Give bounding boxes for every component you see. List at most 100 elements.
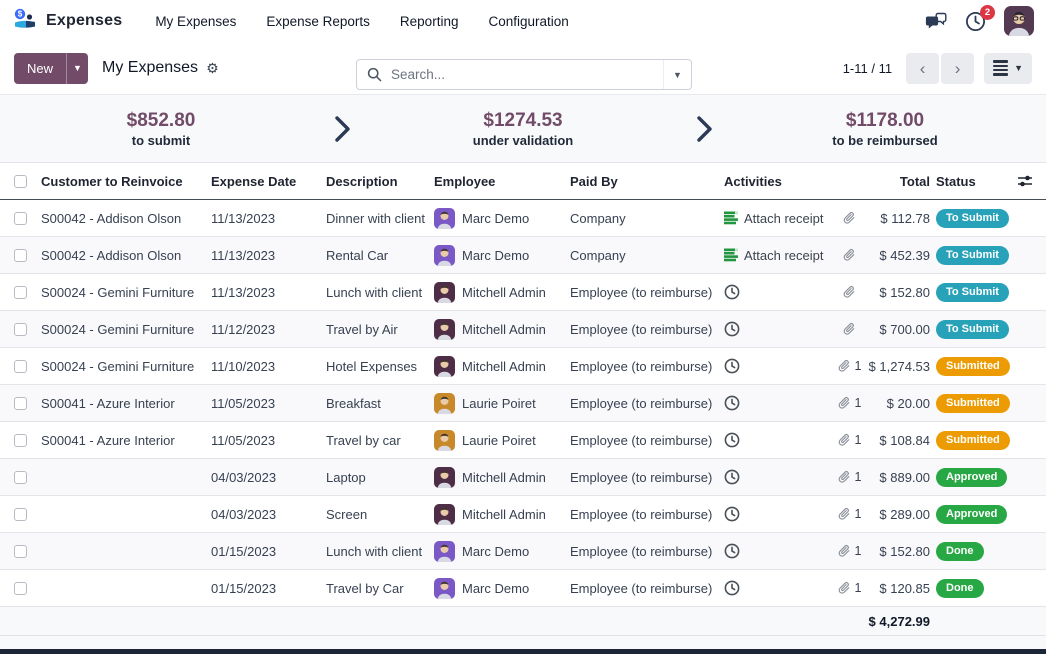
row-checkbox[interactable] <box>14 396 27 410</box>
cell-employee[interactable]: Laurie Poiret <box>434 392 570 414</box>
new-button[interactable]: New <box>14 52 67 84</box>
menu-configuration[interactable]: Configuration <box>488 13 569 29</box>
row-checkbox[interactable] <box>14 211 27 225</box>
cell-customer-to-reinvoice[interactable]: S00042 - Addison Olson <box>41 210 182 226</box>
cell-attachments[interactable]: 1 <box>832 359 866 374</box>
cell-expense-date[interactable]: 04/03/2023 <box>211 506 277 522</box>
cell-employee[interactable]: Marc Demo <box>434 244 570 266</box>
select-all-checkbox[interactable] <box>14 174 27 188</box>
activities-icon[interactable]: 2 <box>965 4 995 32</box>
paperclip-icon[interactable] <box>842 322 856 337</box>
cell-employee[interactable]: Mitchell Admin <box>434 466 570 488</box>
clock-activity-icon[interactable] <box>724 284 740 300</box>
cell-employee[interactable]: Laurie Poiret <box>434 429 570 451</box>
cell-expense-date[interactable]: 11/10/2023 <box>211 358 276 374</box>
table-row[interactable]: S00042 - Addison Olson 11/13/2023 Dinner… <box>0 200 1046 237</box>
cell-expense-date[interactable]: 11/12/2023 <box>211 321 276 337</box>
search-dropdown-toggle[interactable]: ▼ <box>663 60 691 89</box>
cell-customer-to-reinvoice[interactable]: S00024 - Gemini Furniture <box>41 358 195 374</box>
table-row[interactable]: 01/15/2023 Lunch with client Marc Demo E… <box>0 533 1046 570</box>
table-row[interactable]: S00024 - Gemini Furniture 11/12/2023 Tra… <box>0 311 1046 348</box>
cell-expense-date[interactable]: 11/13/2023 <box>211 284 276 300</box>
cell-paid-by[interactable]: Company <box>570 210 626 226</box>
header-paid-by[interactable]: Paid By <box>570 173 618 189</box>
cell-paid-by[interactable]: Employee (to reimburse) <box>570 395 713 411</box>
pager-previous-button[interactable]: ‹ <box>906 52 940 84</box>
cell-employee[interactable]: Marc Demo <box>434 207 570 229</box>
cell-description[interactable]: Dinner with client <box>326 210 425 226</box>
cell-paid-by[interactable]: Employee (to reimburse) <box>570 432 713 448</box>
paperclip-icon[interactable] <box>837 396 851 411</box>
header-description[interactable]: Description <box>326 173 398 189</box>
paperclip-icon[interactable] <box>837 470 851 485</box>
header-expense-date[interactable]: Expense Date <box>211 173 297 189</box>
cell-attachments[interactable] <box>832 248 866 263</box>
cell-attachments[interactable] <box>832 211 866 226</box>
action-gear-icon[interactable]: ⚙ <box>206 60 219 76</box>
cell-activities[interactable] <box>724 469 832 485</box>
header-status[interactable]: Status <box>936 173 976 189</box>
cell-description[interactable]: Rental Car <box>326 247 389 263</box>
clock-activity-icon[interactable] <box>724 506 740 522</box>
header-employee[interactable]: Employee <box>434 173 496 189</box>
cell-employee[interactable]: Mitchell Admin <box>434 355 570 377</box>
menu-reporting[interactable]: Reporting <box>399 13 459 29</box>
cell-expense-date[interactable]: 11/05/2023 <box>211 395 276 411</box>
clock-activity-icon[interactable] <box>724 321 740 337</box>
cell-expense-date[interactable]: 11/05/2023 <box>211 432 276 448</box>
cell-description[interactable]: Lunch with client <box>326 543 423 559</box>
cell-description[interactable]: Screen <box>326 506 368 522</box>
kpi-to-submit[interactable]: $852.80 to submit <box>0 110 322 148</box>
paperclip-icon[interactable] <box>837 507 851 522</box>
cell-description[interactable]: Breakfast <box>326 395 381 411</box>
view-switcher-button[interactable]: ▼ <box>984 52 1032 84</box>
cell-customer-to-reinvoice[interactable]: S00042 - Addison Olson <box>41 247 182 263</box>
table-row[interactable]: S00024 - Gemini Furniture 11/10/2023 Hot… <box>0 348 1046 385</box>
paperclip-icon[interactable] <box>837 433 851 448</box>
paperclip-icon[interactable] <box>842 248 856 263</box>
cell-employee[interactable]: Marc Demo <box>434 540 570 562</box>
header-total[interactable]: Total <box>899 173 930 189</box>
cell-attachments[interactable]: 1 <box>832 507 866 522</box>
paperclip-icon[interactable] <box>842 285 856 300</box>
table-row[interactable]: S00041 - Azure Interior 11/05/2023 Trave… <box>0 422 1046 459</box>
clock-activity-icon[interactable] <box>724 358 740 374</box>
row-checkbox[interactable] <box>14 470 27 484</box>
search-input[interactable] <box>389 66 663 83</box>
paperclip-icon[interactable] <box>837 359 851 374</box>
cell-customer-to-reinvoice[interactable]: S00041 - Azure Interior <box>41 395 175 411</box>
optional-columns-icon[interactable] <box>1012 173 1046 189</box>
cell-paid-by[interactable]: Employee (to reimburse) <box>570 543 713 559</box>
cell-expense-date[interactable]: 01/15/2023 <box>211 543 277 559</box>
cell-activities[interactable] <box>724 432 832 448</box>
cell-paid-by[interactable]: Employee (to reimburse) <box>570 321 713 337</box>
row-checkbox[interactable] <box>14 322 27 336</box>
cell-paid-by[interactable]: Employee (to reimburse) <box>570 580 713 596</box>
cell-description[interactable]: Travel by Car <box>326 580 404 596</box>
cell-description[interactable]: Lunch with client <box>326 284 423 300</box>
clock-activity-icon[interactable] <box>724 580 740 596</box>
pager-next-button[interactable]: › <box>941 52 975 84</box>
cell-attachments[interactable]: 1 <box>832 581 866 596</box>
table-row[interactable]: S00041 - Azure Interior 11/05/2023 Break… <box>0 385 1046 422</box>
cell-customer-to-reinvoice[interactable]: S00024 - Gemini Furniture <box>41 321 195 337</box>
new-dropdown-toggle[interactable]: ▼ <box>66 52 89 84</box>
cell-activities[interactable] <box>724 395 832 411</box>
cell-paid-by[interactable]: Employee (to reimburse) <box>570 358 713 374</box>
app-switcher[interactable]: $ Expenses <box>12 7 122 36</box>
cell-activities[interactable] <box>724 543 832 559</box>
cell-customer-to-reinvoice[interactable]: S00041 - Azure Interior <box>41 432 175 448</box>
cell-activities[interactable]: Attach receipt <box>724 248 832 263</box>
cell-attachments[interactable]: 1 <box>832 544 866 559</box>
paperclip-icon[interactable] <box>837 544 851 559</box>
cell-paid-by[interactable]: Employee (to reimburse) <box>570 506 713 522</box>
cell-attachments[interactable]: 1 <box>832 396 866 411</box>
table-row[interactable]: S00024 - Gemini Furniture 11/13/2023 Lun… <box>0 274 1046 311</box>
row-checkbox[interactable] <box>14 507 27 521</box>
row-checkbox[interactable] <box>14 433 27 447</box>
clock-activity-icon[interactable] <box>724 395 740 411</box>
row-checkbox[interactable] <box>14 581 27 595</box>
header-customer-to-reinvoice[interactable]: Customer to Reinvoice <box>41 173 183 189</box>
cell-paid-by[interactable]: Company <box>570 247 626 263</box>
cell-employee[interactable]: Marc Demo <box>434 577 570 599</box>
